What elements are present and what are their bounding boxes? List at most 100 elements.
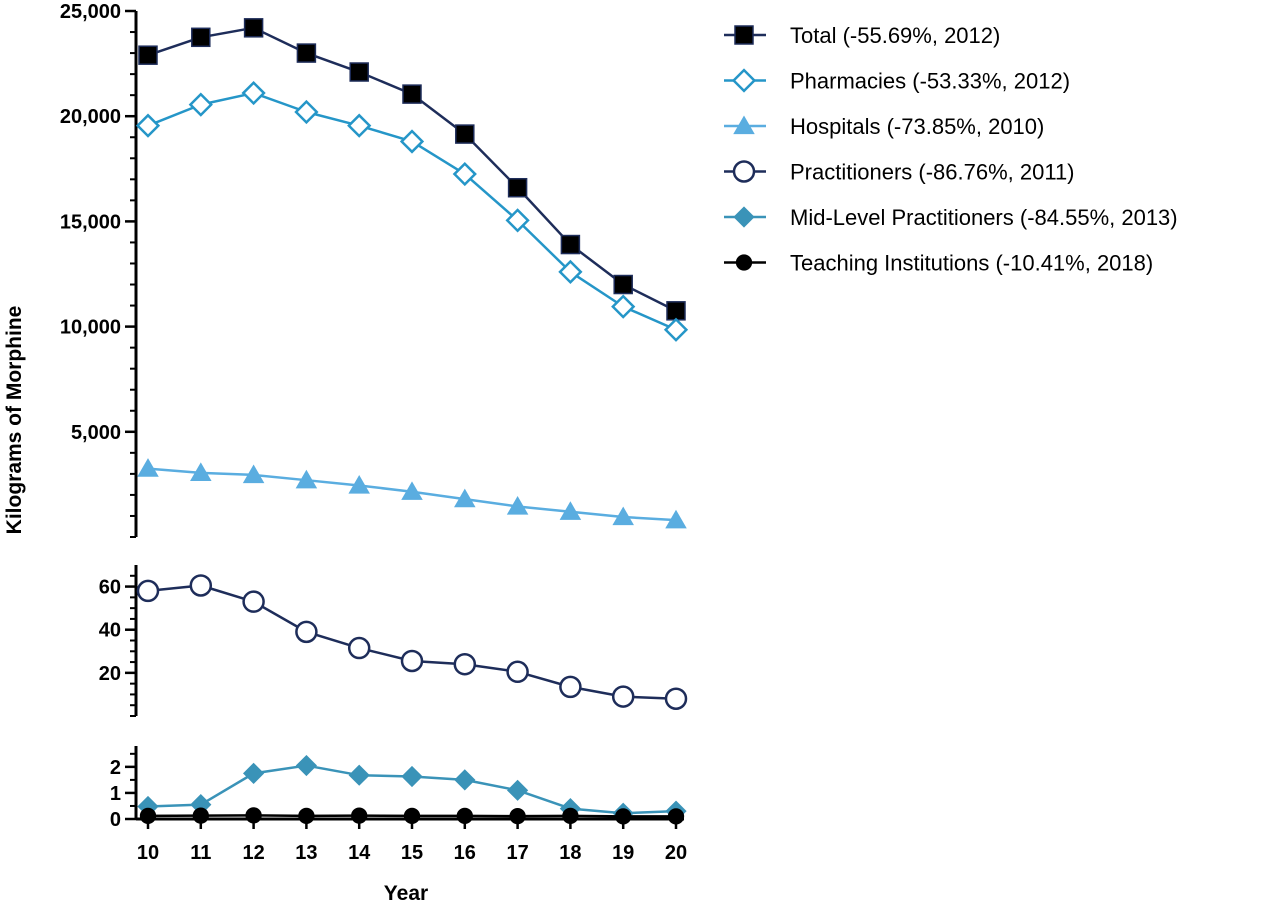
data-point	[242, 464, 265, 484]
data-point	[295, 754, 318, 777]
legend-label: Total (-55.69%, 2012)	[790, 23, 1000, 48]
legend-item: Total (-55.69%, 2012)	[724, 23, 1000, 48]
data-point	[295, 469, 318, 489]
x-tick-label: 12	[242, 842, 264, 864]
x-axis-title: Year	[384, 882, 428, 905]
legend-label: Pharmacies (-53.33%, 2012)	[790, 69, 1070, 94]
data-point	[399, 129, 425, 154]
data-point	[558, 259, 583, 285]
series-line	[147, 26, 677, 312]
data-point	[242, 590, 265, 613]
y-tick-label: 0	[110, 809, 121, 831]
data-point	[296, 43, 317, 63]
data-point	[349, 62, 369, 82]
x-tick-label: 19	[612, 842, 634, 864]
x-tick-label: 20	[665, 842, 687, 864]
data-point	[456, 807, 473, 825]
legend-item: Teaching Institutions (-10.41%, 2018)	[724, 251, 1153, 276]
legend-marker	[733, 115, 755, 135]
legend-marker	[731, 68, 757, 93]
y-tick-label: 1	[110, 783, 121, 805]
data-point	[559, 675, 582, 699]
series-2	[137, 458, 687, 529]
series-line	[147, 91, 677, 331]
data-point	[611, 294, 636, 319]
y-tick-label: 25,000	[60, 1, 121, 23]
data-point	[506, 496, 529, 515]
data-point	[190, 462, 212, 481]
data-point	[138, 45, 158, 65]
data-point	[506, 779, 529, 801]
data-point	[612, 506, 634, 526]
series-1	[135, 80, 689, 342]
data-point	[294, 99, 319, 125]
data-point	[137, 458, 159, 477]
series-5	[139, 807, 685, 825]
data-point	[189, 574, 213, 597]
legend-marker	[734, 25, 754, 45]
data-point	[135, 113, 161, 138]
x-tick-label: 18	[559, 842, 581, 864]
x-tick-label: 15	[401, 842, 423, 864]
legend-marker	[733, 206, 755, 228]
data-point	[347, 636, 371, 660]
y-tick-label: 20,000	[60, 106, 121, 128]
legend-label: Practitioners (-86.76%, 2011)	[790, 160, 1075, 185]
series-0	[138, 18, 686, 321]
data-point	[453, 652, 477, 676]
data-point	[506, 660, 529, 684]
data-point	[191, 27, 211, 48]
data-point	[562, 807, 579, 825]
data-point	[295, 620, 318, 644]
data-point	[400, 649, 424, 673]
data-point	[243, 18, 264, 38]
legend-marker	[732, 160, 756, 183]
data-point	[241, 80, 266, 106]
data-point	[403, 807, 421, 825]
data-point	[665, 509, 687, 529]
data-point	[666, 301, 686, 321]
legend-item: Pharmacies (-53.33%, 2012)	[724, 68, 1070, 94]
data-point	[560, 234, 581, 255]
data-point	[139, 807, 157, 825]
y-tick-label: 60	[99, 577, 121, 599]
legend-item: Hospitals (-73.85%, 2010)	[724, 114, 1044, 139]
series-line	[147, 584, 677, 700]
data-point	[298, 807, 315, 825]
legend: Total (-55.69%, 2012) Pharmacies (-53.33%…	[724, 23, 1178, 276]
data-point	[454, 769, 476, 791]
data-point	[348, 764, 370, 786]
series-3	[136, 574, 688, 710]
data-point	[401, 765, 423, 788]
data-point	[611, 685, 635, 708]
series-layer	[135, 18, 689, 825]
data-point	[455, 124, 475, 144]
data-point	[613, 274, 633, 295]
x-tick-label: 17	[506, 842, 528, 864]
y-axis-title: Kilograms of Morphine	[3, 306, 26, 535]
y-tick-label: 20	[99, 663, 121, 685]
data-point	[351, 807, 368, 824]
x-tick-label: 10	[137, 842, 159, 864]
y-tick-label: 10,000	[60, 317, 121, 339]
data-point	[664, 687, 688, 710]
data-point	[188, 92, 213, 117]
legend-item: Mid-Level Practitioners (-84.55%, 2013)	[724, 205, 1178, 230]
y-tick-label: 2	[110, 757, 121, 779]
x-tick-label: 11	[190, 842, 211, 864]
data-point	[559, 501, 582, 520]
y-tick-label: 40	[99, 620, 121, 642]
x-tick-label: 14	[348, 842, 371, 864]
legend-item: Practitioners (-86.76%, 2011)	[724, 160, 1075, 185]
x-tick-label: 16	[454, 842, 476, 864]
data-point	[348, 475, 370, 494]
data-point	[454, 488, 476, 508]
data-point	[615, 808, 632, 825]
data-point	[663, 317, 689, 342]
data-point	[402, 84, 422, 104]
data-point	[509, 807, 526, 825]
x-tick-label: 13	[295, 842, 317, 864]
legend-label: Mid-Level Practitioners (-84.55%, 2013)	[790, 205, 1178, 230]
data-point	[401, 481, 423, 500]
